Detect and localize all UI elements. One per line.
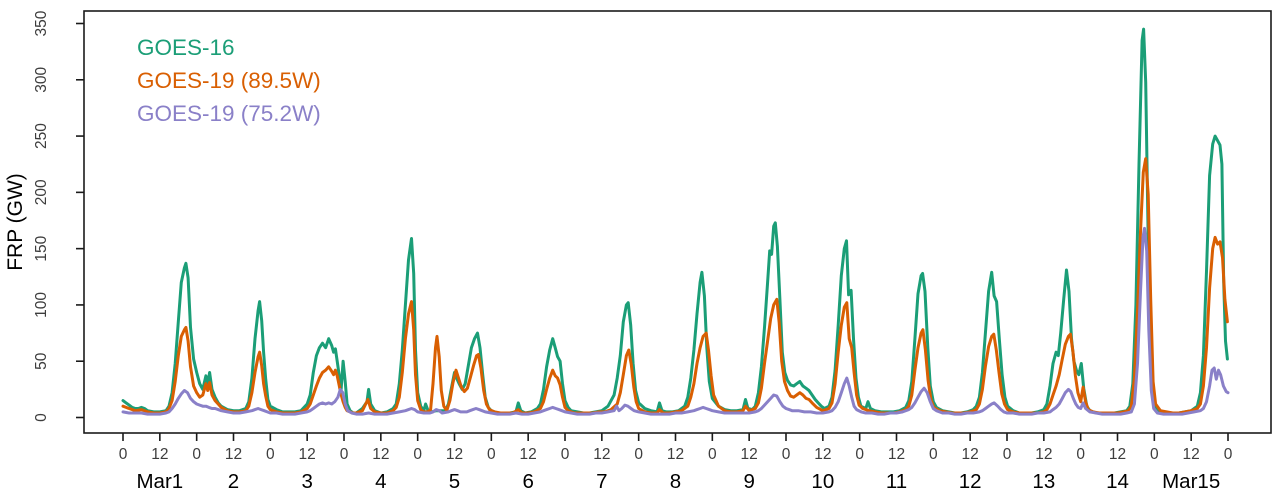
x-tick-label: 12 — [299, 446, 316, 463]
legend-item-goes-19-89-5w: GOES-19 (89.5W) — [137, 68, 321, 93]
x-day-label: 8 — [670, 470, 681, 493]
plot-box — [83, 10, 1272, 434]
x-tick-label: 0 — [855, 446, 864, 463]
x-day-label: Mar1 — [136, 470, 183, 493]
x-tick-label: 12 — [593, 446, 610, 463]
y-axis-title: FRP (GW) — [4, 173, 27, 271]
x-day-label: 11 — [886, 470, 907, 493]
x-tick-label: 12 — [151, 446, 168, 463]
x-tick-label: 0 — [708, 446, 717, 463]
y-tick-label: 0 — [33, 413, 50, 422]
x-day-label: 13 — [1032, 470, 1055, 493]
legend-item-goes-16: GOES-16 — [137, 35, 235, 60]
x-tick-label: 0 — [782, 446, 791, 463]
x-day-label: 6 — [522, 470, 533, 493]
x-tick-label: 12 — [741, 446, 758, 463]
x-day-label: 7 — [596, 470, 607, 493]
x-day-label: 10 — [811, 470, 834, 493]
y-tick-label: 300 — [33, 66, 50, 92]
x-tick-label: 12 — [962, 446, 979, 463]
x-day-label: 4 — [375, 470, 386, 493]
x-tick-label: 12 — [1109, 446, 1126, 463]
x-tick-label: 12 — [446, 446, 463, 463]
x-tick-label: 0 — [929, 446, 938, 463]
legend-item-goes-19-75-2w: GOES-19 (75.2W) — [137, 101, 321, 126]
x-tick-label: 0 — [119, 446, 128, 463]
x-day-label: 14 — [1106, 470, 1129, 493]
x-tick-label: 12 — [667, 446, 684, 463]
y-tick-label: 100 — [33, 292, 50, 318]
x-day-label: 3 — [301, 470, 312, 493]
x-tick-label: 0 — [561, 446, 570, 463]
y-tick-label: 150 — [33, 235, 50, 261]
x-tick-label: 0 — [192, 446, 201, 463]
x-tick-label: 12 — [814, 446, 831, 463]
x-day-label: 9 — [743, 470, 754, 493]
x-tick-label: 0 — [634, 446, 643, 463]
y-tick-label: 250 — [33, 123, 50, 149]
x-tick-label: 12 — [225, 446, 242, 463]
x-tick-label: 0 — [1003, 446, 1012, 463]
x-tick-label: 12 — [888, 446, 905, 463]
x-day-label: Mar15 — [1162, 470, 1220, 493]
x-tick-label: 0 — [340, 446, 349, 463]
x-tick-label: 12 — [1183, 446, 1200, 463]
y-tick-label: 50 — [33, 352, 50, 370]
x-tick-label: 0 — [1224, 446, 1233, 463]
x-tick-label: 12 — [372, 446, 389, 463]
x-day-label: 5 — [449, 470, 460, 493]
x-day-label: 12 — [959, 470, 982, 493]
x-tick-label: 12 — [1035, 446, 1052, 463]
y-tick-label: 350 — [33, 10, 50, 36]
x-tick-label: 0 — [266, 446, 275, 463]
x-tick-label: 0 — [1076, 446, 1085, 463]
x-tick-label: 0 — [1150, 446, 1159, 463]
legend: GOES-16 GOES-19 (89.5W) GOES-19 (75.2W) — [137, 31, 321, 130]
x-tick-label: 0 — [413, 446, 422, 463]
x-tick-label: 12 — [520, 446, 537, 463]
x-day-label: 2 — [228, 470, 239, 493]
x-tick-label: 0 — [487, 446, 496, 463]
y-tick-label: 200 — [33, 179, 50, 205]
series-line-goes-19-89-5w — [121, 157, 1229, 415]
series-line-goes-19-75-2w — [121, 226, 1230, 416]
